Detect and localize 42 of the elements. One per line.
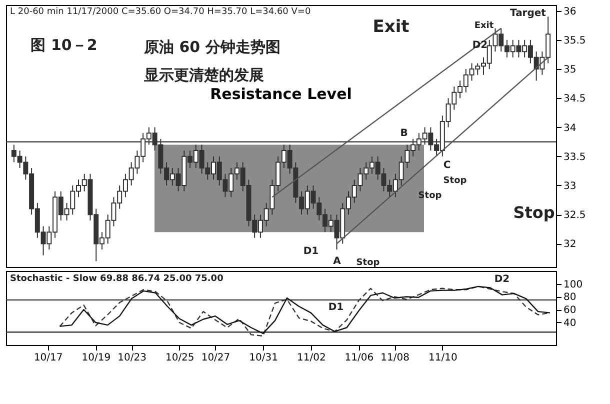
annotation: Stochastic - Slow 69.88 86.74 25.00 75.00 xyxy=(10,274,224,284)
text: 原油 60 分钟走势图 xyxy=(143,38,280,56)
annotation: Stop xyxy=(443,176,468,186)
x-tick-label: 10/27 xyxy=(201,352,230,364)
x-tick-label: 10/25 xyxy=(165,352,194,364)
text: 显示更清楚的发展 xyxy=(143,66,264,84)
y-tick-label: 34.5 xyxy=(564,94,586,105)
y-tick-label: 60 xyxy=(564,305,576,316)
y-tick-label: 34 xyxy=(564,122,576,134)
ref-line-label: Resistance Level xyxy=(210,84,352,103)
y-tick-label: 32.5 xyxy=(564,210,586,222)
y-tick-label: 100 xyxy=(564,279,583,290)
annotation: B xyxy=(400,128,408,139)
annotation: 图 10－2 xyxy=(30,36,98,54)
y-tick-label: 35.5 xyxy=(564,35,586,46)
annotation: L 20-60 min 11/17/2000 C=35.60 O=34.70 H=35.70 L=34.60 V=0 xyxy=(10,7,311,17)
annotation: Exit xyxy=(474,21,494,31)
annotation: Exit xyxy=(372,17,410,37)
annotation: Stop xyxy=(513,203,555,222)
x-tick-label: 11/10 xyxy=(428,352,458,364)
y-tick-label: 32 xyxy=(564,239,576,250)
x-tick-label: 10/19 xyxy=(82,352,111,364)
annotation: Stop xyxy=(418,191,442,201)
annotation: A xyxy=(333,256,342,267)
y-tick-label: 33 xyxy=(564,180,576,192)
annotation: Target xyxy=(510,8,546,19)
y-tick-label: 36 xyxy=(564,6,576,18)
x-tick-label: 11/06 xyxy=(344,352,374,364)
annotation: D1 xyxy=(328,302,344,313)
y-tick-label: 40 xyxy=(564,318,576,329)
x-tick-label: 10/23 xyxy=(118,352,146,364)
annotation: C xyxy=(443,160,451,171)
y-tick-label: 33.5 xyxy=(564,152,586,163)
annotation: D1 xyxy=(303,246,319,257)
y-tick-label: 35 xyxy=(564,64,576,76)
x-tick-label: 11/02 xyxy=(296,352,326,364)
annotation: Stop xyxy=(356,258,380,268)
x-tick-label: 10/31 xyxy=(249,352,278,364)
annotation: D2 xyxy=(494,274,510,285)
y-tick-label: 80 xyxy=(564,292,576,304)
x-tick-label: 11/08 xyxy=(380,352,410,364)
x-tick-label: 10/17 xyxy=(34,352,63,364)
